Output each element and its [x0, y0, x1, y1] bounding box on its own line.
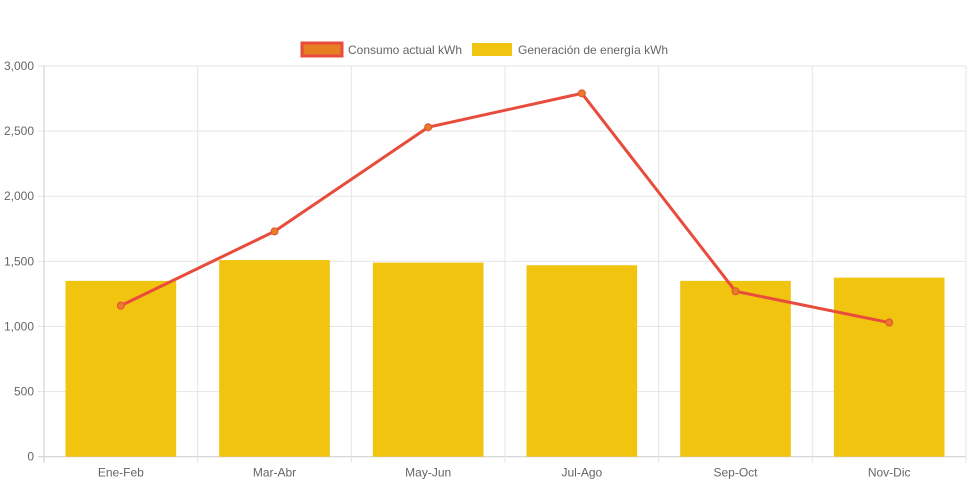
y-tick-label: 1,500	[4, 254, 34, 268]
x-tick-label: Ene-Feb	[98, 466, 144, 480]
legend-label-generacion: Generación de energía kWh	[518, 43, 668, 57]
y-tick-label: 1,000	[4, 319, 34, 333]
x-axis: Ene-Feb Mar-Abr May-Jun Jul-Ago Sep-Oct Nov-D…	[98, 466, 911, 480]
bars	[65, 260, 945, 457]
y-tick-label: 500	[14, 385, 34, 399]
point-consumo	[270, 227, 279, 236]
x-tick-label: Mar-Abr	[253, 466, 296, 480]
bar-generacion	[680, 280, 791, 457]
bar-generacion	[526, 265, 638, 457]
x-tick-label: May-Jun	[405, 466, 451, 480]
grid	[38, 65, 967, 463]
y-tick-label: 0	[27, 450, 34, 464]
line-consumo	[120, 91, 890, 325]
point-consumo	[116, 301, 125, 310]
x-tick-label: Jul-Ago	[561, 466, 602, 480]
legend-item-consumo[interactable]: Consumo actual kWh	[300, 41, 462, 58]
legend-swatch-generacion	[472, 43, 512, 56]
point-consumo	[731, 287, 740, 296]
legend-swatch-consumo	[300, 41, 344, 58]
y-tick-label: 3,000	[4, 59, 34, 73]
bar-generacion	[372, 262, 484, 457]
point-consumo	[424, 123, 433, 132]
point-consumo	[577, 89, 586, 98]
legend-label-consumo: Consumo actual kWh	[348, 43, 462, 57]
y-tick-label: 2,000	[4, 189, 34, 203]
line-series	[116, 89, 894, 327]
x-tick-label: Sep-Oct	[713, 466, 758, 480]
bar-generacion	[833, 277, 945, 457]
legend-item-generacion[interactable]: Generación de energía kWh	[472, 43, 668, 57]
point-consumo	[885, 318, 894, 327]
y-tick-label: 2,500	[4, 124, 34, 138]
x-tick-label: Nov-Dic	[868, 466, 911, 480]
y-axis: 0 500 1,000 1,500 2,000 2,500 3,000	[4, 59, 34, 464]
bar-generacion	[219, 260, 330, 457]
bar-generacion	[65, 280, 177, 457]
legend: Consumo actual kWh Generación de energía…	[300, 41, 668, 58]
